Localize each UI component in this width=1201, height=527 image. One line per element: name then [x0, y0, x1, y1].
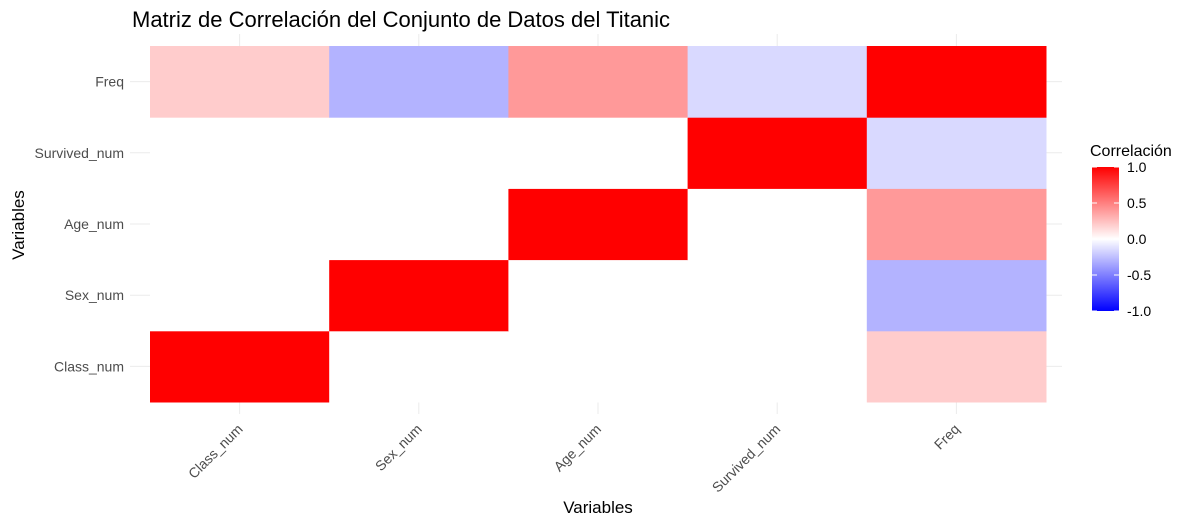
heatmap-cell: [866, 46, 1047, 118]
y-axis-tick-labels: Class_num Sex_num Age_num Survived_num Freq: [35, 74, 125, 375]
x-tick-label: Survived_num: [709, 421, 784, 496]
legend-tick-label: 1.0: [1127, 159, 1147, 175]
x-tick-label: Class_num: [185, 421, 246, 482]
heatmap-cell: [508, 117, 689, 189]
heatmap-cell: [508, 330, 689, 403]
y-tick-label: Survived_num: [35, 145, 125, 161]
heatmap-cell: [508, 188, 689, 261]
y-tick-label: Freq: [95, 74, 124, 90]
legend-tick-label: -0.5: [1127, 267, 1151, 283]
heatmap-cell: [150, 117, 330, 189]
heatmap-cell: [329, 188, 509, 261]
y-tick-label: Class_num: [54, 358, 124, 374]
legend-title: Correlación: [1090, 143, 1172, 160]
heatmap-cell: [687, 188, 868, 261]
heatmap-cell: [866, 330, 1047, 403]
y-tick-label: Sex_num: [65, 287, 124, 303]
y-tick-label: Age_num: [64, 216, 124, 232]
heatmap-cell: [150, 330, 330, 403]
heatmap-cell: [150, 259, 330, 332]
heatmap-cell: [687, 46, 868, 118]
chart-title: Matriz de Correlación del Conjunto de Da…: [132, 7, 670, 32]
heatmap-cell: [866, 259, 1047, 332]
heatmap-cell: [866, 188, 1047, 261]
legend-tick-label: -1.0: [1127, 303, 1151, 319]
x-axis-title: Variables: [563, 498, 633, 517]
heatmap-cell: [329, 117, 509, 189]
heatmap-cell: [687, 117, 868, 189]
x-tick-label: Freq: [931, 421, 963, 453]
x-tick-label: Age_num: [550, 421, 604, 475]
heatmap-cell: [150, 46, 330, 118]
legend-tick-label: 0.0: [1127, 231, 1147, 247]
heatmap-cell: [508, 46, 689, 118]
heatmap-cell: [329, 46, 509, 118]
heatmap-cell: [150, 188, 330, 261]
x-axis-tick-labels: Class_num Sex_num Age_num Survived_num Freq: [185, 421, 963, 496]
color-legend: Correlación 1.0 0.5 0.0 -0.5 -1.0: [1090, 143, 1172, 319]
y-axis-title: Variables: [9, 190, 28, 260]
heatmap-cell: [687, 330, 868, 403]
heatmap-cell: [687, 259, 868, 332]
heatmap-cell: [329, 259, 509, 332]
heatmap-cells: [150, 46, 1047, 403]
x-tick-label: Sex_num: [372, 421, 425, 474]
heatmap-cell: [866, 117, 1047, 189]
legend-ticks: 1.0 0.5 0.0 -0.5 -1.0: [1092, 159, 1151, 319]
legend-tick-label: 0.5: [1127, 195, 1147, 211]
heatmap-cell: [508, 259, 689, 332]
heatmap-cell: [329, 330, 509, 403]
